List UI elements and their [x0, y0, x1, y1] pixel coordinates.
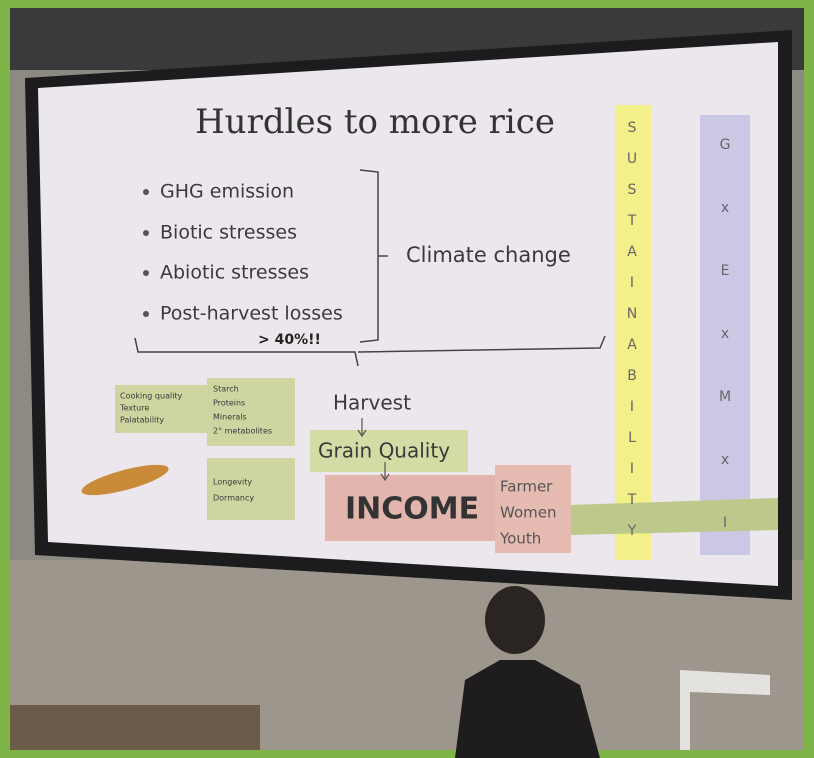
person-head: [485, 586, 545, 654]
harvest: Harvest: [333, 391, 411, 415]
seed-trait: Longevity: [213, 478, 252, 487]
sustainability-letter: T: [627, 492, 637, 508]
quality-trait: Texture: [119, 404, 149, 413]
sustainability-letter: I: [630, 275, 634, 291]
title: Hurdles to more rice: [195, 102, 555, 142]
seed-box: [207, 458, 295, 520]
sustainability-letter: S: [628, 120, 637, 136]
quality-trait: Cooking quality: [120, 392, 183, 401]
photo: Hurdles to more rice GHG emission Biotic s…: [0, 0, 814, 758]
gxe-letter: I: [723, 515, 727, 531]
income: INCOME: [345, 492, 479, 527]
composition-item: Minerals: [213, 413, 247, 422]
sustainability-letter: N: [627, 306, 637, 322]
composition-item: Starch: [213, 385, 239, 394]
sustainability-letter: I: [630, 399, 634, 415]
loss-note: > 40%!!: [258, 332, 321, 348]
beneficiary: Women: [500, 504, 556, 522]
composition-item: 2° metabolites: [213, 427, 272, 436]
gxe-letter: G: [720, 137, 731, 153]
sustainability-letter: S: [628, 182, 637, 198]
gxe-letter: M: [719, 389, 731, 405]
sustainability-letter: B: [627, 368, 637, 384]
grain-quality: Grain Quality: [318, 439, 450, 463]
bullet: Biotic stresses: [160, 222, 297, 244]
sustainability-letter: A: [627, 337, 637, 353]
gxe-letter: E: [721, 263, 730, 279]
bullet: GHG emission: [160, 181, 294, 203]
beneficiary: Farmer: [500, 478, 553, 496]
beneficiary: Youth: [499, 530, 541, 548]
bracket-label: Climate change: [406, 243, 571, 267]
sustainability-letter: A: [627, 244, 637, 260]
sustainability-letter: U: [627, 151, 637, 167]
sustainability-letter: I: [630, 461, 634, 477]
gxe-letter: x: [721, 200, 729, 216]
sustainability-letter: T: [627, 213, 637, 229]
seed-trait: Dormancy: [213, 494, 254, 503]
gxe-letter: x: [721, 326, 729, 342]
composition-item: Proteins: [213, 399, 245, 408]
sustainability-letter: L: [628, 430, 636, 446]
bullet: Abiotic stresses: [160, 262, 309, 284]
bullet: Post-harvest losses: [160, 303, 343, 325]
table: [10, 705, 260, 750]
gxe-letter: x: [721, 452, 729, 468]
sustainability-letter: Y: [627, 523, 637, 539]
quality-trait: Palatability: [120, 416, 164, 425]
